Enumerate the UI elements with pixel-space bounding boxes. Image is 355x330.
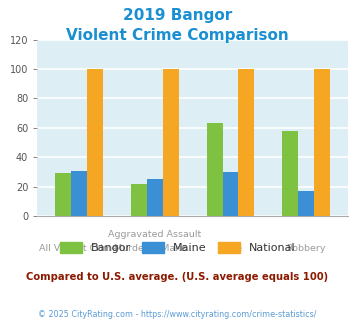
Bar (87, 69, 103, 216)
Bar (55, 174, 71, 216)
Text: Murder & Mans...: Murder & Mans... (114, 244, 195, 253)
Bar (298, 191, 314, 216)
Text: Robbery: Robbery (286, 244, 326, 253)
Text: © 2025 CityRating.com - https://www.cityrating.com/crime-statistics/: © 2025 CityRating.com - https://www.city… (38, 310, 317, 319)
Text: Compared to U.S. average. (U.S. average equals 100): Compared to U.S. average. (U.S. average … (26, 272, 329, 282)
Bar (71, 171, 87, 216)
Bar (239, 69, 254, 216)
Text: Aggravated Assault: Aggravated Assault (108, 230, 201, 239)
Text: Rape: Rape (218, 244, 242, 253)
Bar (131, 184, 147, 216)
Bar (223, 172, 239, 216)
Bar (163, 69, 179, 216)
Bar (314, 69, 330, 216)
Bar (207, 123, 223, 216)
Text: Violent Crime Comparison: Violent Crime Comparison (66, 28, 289, 43)
Bar (147, 180, 163, 216)
Text: All Violent Crime: All Violent Crime (39, 244, 119, 253)
Legend: Bangor, Maine, National: Bangor, Maine, National (56, 238, 299, 256)
Text: 2019 Bangor: 2019 Bangor (123, 8, 232, 23)
Bar (282, 131, 298, 216)
